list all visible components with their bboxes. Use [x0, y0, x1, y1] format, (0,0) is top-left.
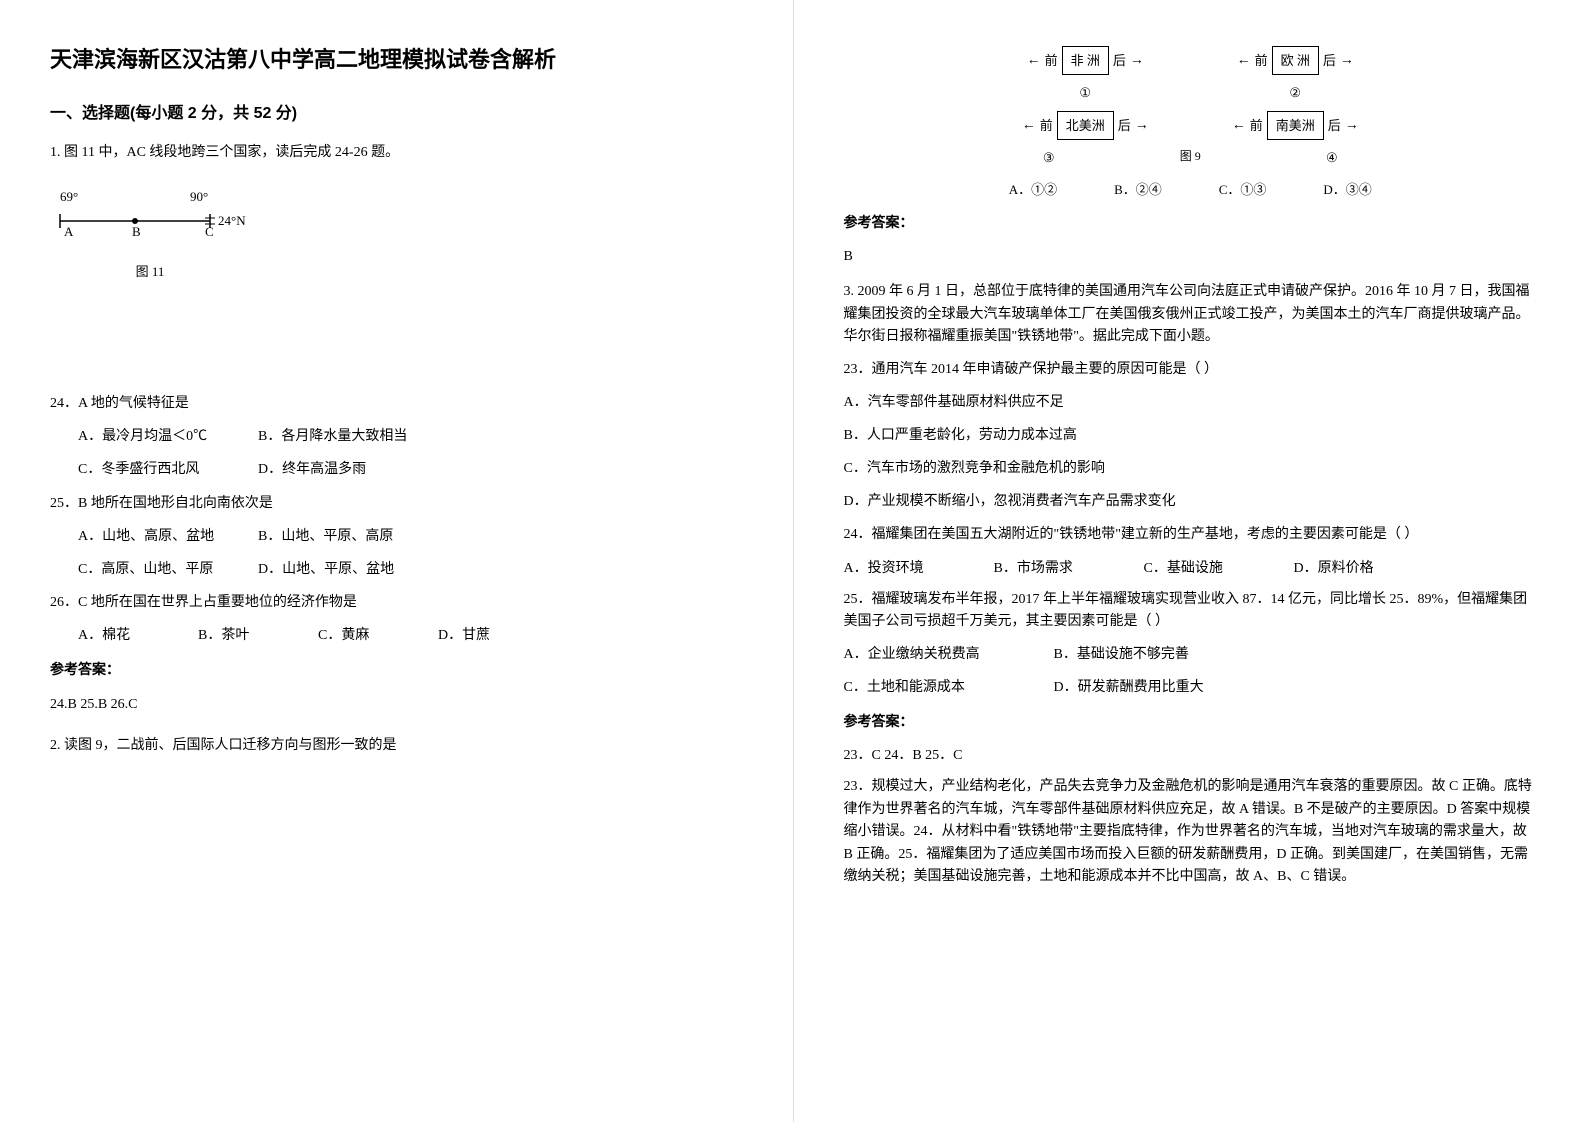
diagram-11-caption: 图 11	[50, 260, 250, 283]
q24b-opt-d: D．原料价格	[1294, 556, 1404, 581]
q25b-opt-a: A．企业缴纳关税费高	[844, 642, 1014, 667]
lat: 24°N	[218, 213, 246, 228]
q25-opt-a: A．山地、高原、盆地	[78, 524, 218, 549]
q23-opt-b: B．人口严重老龄化，劳动力成本过高	[844, 423, 1538, 448]
page-title: 天津滨海新区汉沽第八中学高二地理模拟试卷含解析	[50, 40, 743, 80]
q25-opt-c: C．高原、山地、平原	[78, 557, 218, 582]
q25b-opt-c: C．土地和能源成本	[844, 675, 1014, 700]
diagram-9-caption: 图 9	[1180, 146, 1201, 169]
q24-opt-b: B．各月降水量大致相当	[258, 424, 407, 449]
deg-left: 69°	[60, 189, 78, 204]
q24b-stem: 24．福耀集团在美国五大湖附近的"铁锈地带"建立新的生产基地，考虑的主要因素可能…	[844, 522, 1538, 547]
q26-opt-d: D．甘蔗	[438, 623, 518, 648]
q23-stem: 23．通用汽车 2014 年申请破产保护最主要的原因可能是（ ）	[844, 357, 1538, 382]
q23-opt-d: D．产业规模不断缩小，忽视消费者汽车产品需求变化	[844, 489, 1538, 514]
q23-opt-c: C．汽车市场的激烈竞争和金融危机的影响	[844, 456, 1538, 481]
q26-opt-a: A．棉花	[78, 623, 158, 648]
q2-opt-c: C．①③	[1219, 178, 1267, 201]
q25-opt-d: D．山地、平原、盆地	[258, 557, 398, 582]
q23-opt-a: A．汽车零部件基础原材料供应不足	[844, 390, 1538, 415]
continent-2: ←前 欧 洲 后→	[1237, 46, 1354, 75]
label-b: B	[132, 224, 141, 239]
explanation: 23．规模过大，产业结构老化，产品失去竞争力及金融危机的影响是通用汽车衰落的重要…	[844, 776, 1538, 888]
q24-stem: 24．A 地的气候特征是	[50, 391, 743, 416]
section-heading: 一、选择题(每小题 2 分，共 52 分)	[50, 100, 743, 129]
deg-right: 90°	[190, 189, 208, 204]
q3-intro: 3. 2009 年 6 月 1 日，总部位于底特律的美国通用汽车公司向法庭正式申…	[844, 281, 1538, 348]
q24b-opt-a: A．投资环境	[844, 556, 954, 581]
q25-opt-b: B．山地、平原、高原	[258, 524, 398, 549]
q25b-opt-b: B．基础设施不够完善	[1054, 642, 1224, 667]
label-c: C	[205, 224, 214, 239]
q26-stem: 26．C 地所在国在世界上占重要地位的经济作物是	[50, 590, 743, 615]
q24-opt-c: C．冬季盛行西北风	[78, 457, 218, 482]
answer-q2: B	[844, 244, 1538, 269]
q25b-opt-d: D．研发薪酬费用比重大	[1054, 675, 1224, 700]
q24b-opt-c: C．基础设施	[1144, 556, 1254, 581]
q24-opt-a: A．最冷月均温＜0℃	[78, 424, 218, 449]
answer-q3: 23．C 24．B 25．C	[844, 743, 1538, 768]
q2-opt-d: D．③④	[1323, 178, 1371, 201]
q26-opt-b: B．茶叶	[198, 623, 278, 648]
answer-24-26: 24.B 25.B 26.C	[50, 692, 743, 717]
continent-1: ←前 非 洲 后→	[1027, 46, 1144, 75]
continent-diagram: ←前 非 洲 后→ ←前 欧 洲 后→ ① ② ←前 北美洲 后→ ←前 南美洲	[980, 46, 1400, 201]
answer-label-3: 参考答案：	[844, 710, 1538, 735]
q2-stem: 2. 读图 9，二战前、后国际人口迁移方向与图形一致的是	[50, 733, 743, 758]
q25-stem: 25．B 地所在国地形自北向南依次是	[50, 491, 743, 516]
q2-opt-a: A．①②	[1009, 178, 1057, 201]
diagram-11: 69° 90° A B C 24°N 图 11	[50, 186, 250, 283]
answer-label-2: 参考答案：	[844, 211, 1538, 236]
q24b-opt-b: B．市场需求	[994, 556, 1104, 581]
q24-opt-d: D．终年高温多雨	[258, 457, 398, 482]
continent-4: ←前 南美洲 后→	[1232, 111, 1359, 140]
continent-3: ←前 北美洲 后→	[1022, 111, 1149, 140]
q1-stem: 1. 图 11 中，AC 线段地跨三个国家，读后完成 24-26 题。	[50, 140, 743, 165]
q25b-stem: 25．福耀玻璃发布半年报，2017 年上半年福耀玻璃实现营业收入 87．14 亿…	[844, 589, 1538, 634]
q26-opt-c: C．黄麻	[318, 623, 398, 648]
label-a: A	[64, 224, 74, 239]
q2-opt-b: B．②④	[1114, 178, 1162, 201]
answer-label-1: 参考答案：	[50, 658, 743, 683]
